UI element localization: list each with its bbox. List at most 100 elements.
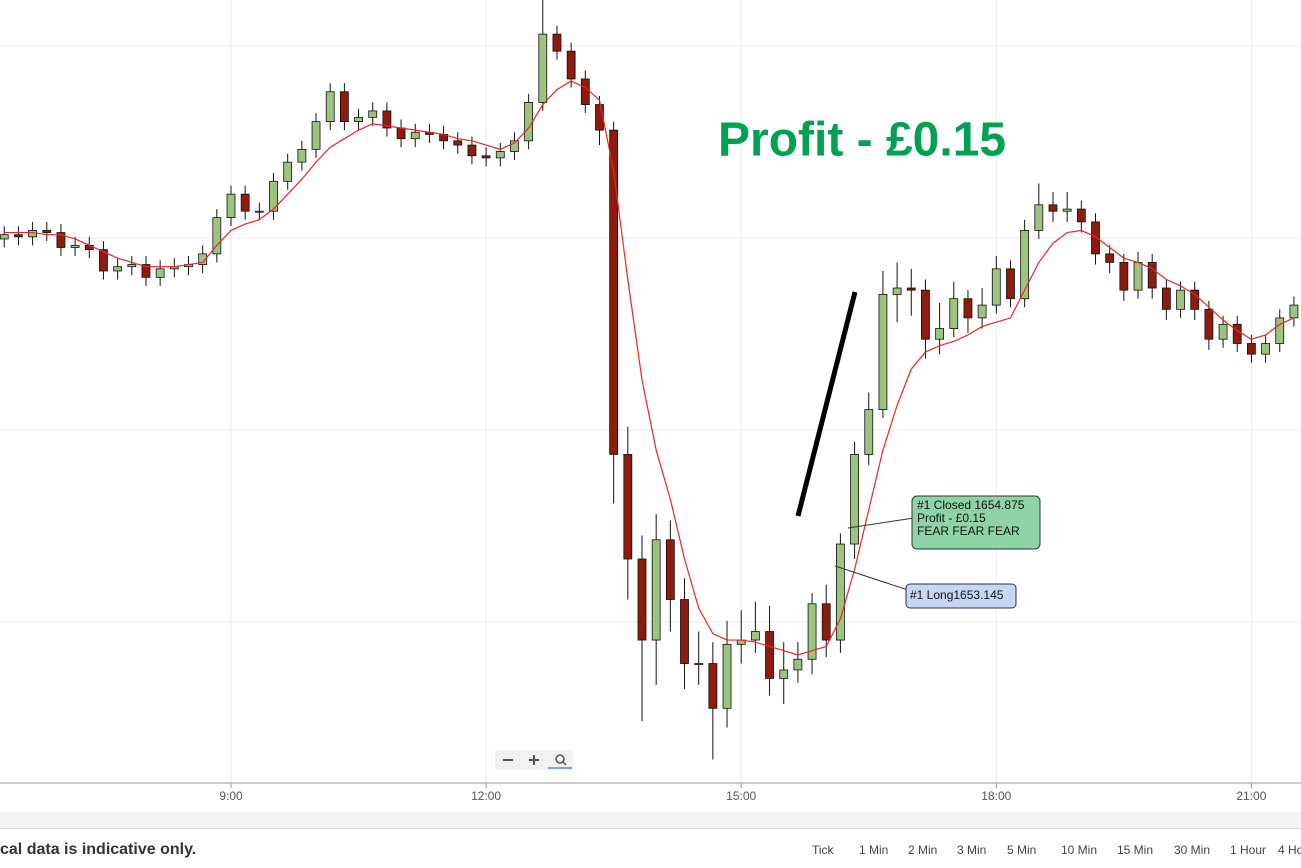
candle-body <box>1034 204 1044 231</box>
timeframe-button[interactable]: Tick <box>812 843 834 857</box>
long-text: #1 Long1653.145 <box>910 588 1004 602</box>
candle-body <box>0 234 9 240</box>
timeframe-button[interactable]: 1 Hour <box>1230 843 1267 857</box>
candle-body <box>680 599 689 664</box>
candle-body <box>864 409 874 455</box>
candle-body <box>807 603 817 660</box>
candle-body <box>410 131 420 140</box>
candle-body <box>651 539 661 641</box>
candle-body <box>495 151 505 159</box>
candle-body <box>510 140 519 152</box>
candle-body <box>1020 230 1030 300</box>
timeframe-button[interactable]: 15 Min <box>1117 843 1154 857</box>
candle-body <box>382 110 392 129</box>
candle-body <box>99 249 108 272</box>
timeframe-button[interactable]: 4 Ho <box>1278 843 1301 857</box>
candle-body <box>991 268 1001 306</box>
candle-body <box>708 663 718 709</box>
profit-title: Profit - £0.15 <box>718 114 1006 167</box>
candle-body <box>198 253 208 265</box>
candle-body <box>1289 304 1299 319</box>
candle-body <box>722 643 732 709</box>
candle-body <box>283 161 293 182</box>
candle-body <box>566 50 576 80</box>
candle-body <box>892 287 902 295</box>
timeframe-button[interactable]: 10 Min <box>1061 843 1098 857</box>
candle-body <box>141 264 151 278</box>
candle-body <box>481 155 491 159</box>
candle-body <box>1190 289 1200 310</box>
moving-average <box>4 80 1295 656</box>
candle-body <box>977 304 987 319</box>
candle-body <box>467 144 477 157</box>
candle-body <box>793 658 803 671</box>
candle-body <box>368 110 378 118</box>
candle-body <box>580 78 590 105</box>
candle-body <box>1006 268 1015 300</box>
candle-body <box>694 663 704 665</box>
candle-body <box>1062 208 1072 212</box>
candle-body <box>595 104 604 131</box>
candle-body <box>921 289 930 340</box>
candle-body <box>254 210 264 213</box>
candle-body <box>113 266 123 272</box>
candle-body <box>935 328 945 340</box>
candle-body <box>453 140 463 146</box>
candle-body <box>1246 343 1256 355</box>
candle-body <box>1176 289 1185 310</box>
candle-body <box>779 669 789 679</box>
closed-text: Profit - £0.15 <box>917 511 986 525</box>
zoom-reset[interactable] <box>562 761 567 766</box>
long-box <box>905 583 1017 609</box>
candle-body <box>70 244 80 248</box>
candle-body <box>850 454 859 545</box>
candle-body <box>1218 323 1228 340</box>
x-tick-label: 18:00 <box>981 789 1011 803</box>
timeframe-button[interactable]: 5 Min <box>1007 843 1037 857</box>
candle-body <box>765 631 774 679</box>
timeframe-button[interactable]: 2 Min <box>908 843 938 857</box>
candle-body <box>1147 262 1157 289</box>
candle-body <box>269 180 278 212</box>
candle-body <box>1119 262 1129 291</box>
candle-body <box>1204 308 1214 340</box>
candle-body <box>297 148 307 163</box>
candle-body <box>1076 208 1086 223</box>
timeframe-button[interactable]: 3 Min <box>957 843 987 857</box>
footer-bar: cal data is indicative only. Tick 1 Min 2 … <box>0 828 1301 868</box>
zoom-reset[interactable] <box>555 754 565 764</box>
closed-text: FEAR FEAR FEAR <box>917 524 1020 538</box>
chart: Profit - £0.15 #1 Closed 1654.875 Profit… <box>0 0 1301 803</box>
candle-body <box>127 264 137 268</box>
candle-body <box>240 193 250 212</box>
candle-body <box>155 268 165 278</box>
candle-body <box>42 230 52 233</box>
x-tick-label: 9:00 <box>219 789 243 803</box>
candle-body <box>311 121 321 150</box>
candle-body <box>28 230 37 238</box>
candle-body <box>325 91 335 123</box>
candle-body <box>949 298 959 329</box>
divider <box>0 812 1301 828</box>
candle-body <box>396 127 406 140</box>
candle-body <box>339 91 349 123</box>
footer-note: cal data is indicative only. <box>0 841 197 858</box>
closed-text: #1 Closed 1654.875 <box>917 498 1025 512</box>
candle-body <box>226 193 236 219</box>
timeframe-button[interactable]: 1 Min <box>859 843 889 857</box>
candle-body <box>665 539 675 600</box>
candle-body <box>637 558 647 641</box>
candle-body <box>538 33 548 103</box>
candle-body <box>1091 221 1100 255</box>
candle-body <box>906 287 916 291</box>
candle-body <box>750 631 760 641</box>
timeframe-button[interactable]: 30 Min <box>1174 843 1211 857</box>
candle-body <box>56 232 66 248</box>
x-tick-label: 15:00 <box>726 789 756 803</box>
candle-body <box>878 294 888 411</box>
candle-body <box>354 116 363 123</box>
x-tick-label: 21:00 <box>1236 789 1266 803</box>
zoom-controls <box>495 750 573 770</box>
candle-body <box>1048 204 1058 212</box>
